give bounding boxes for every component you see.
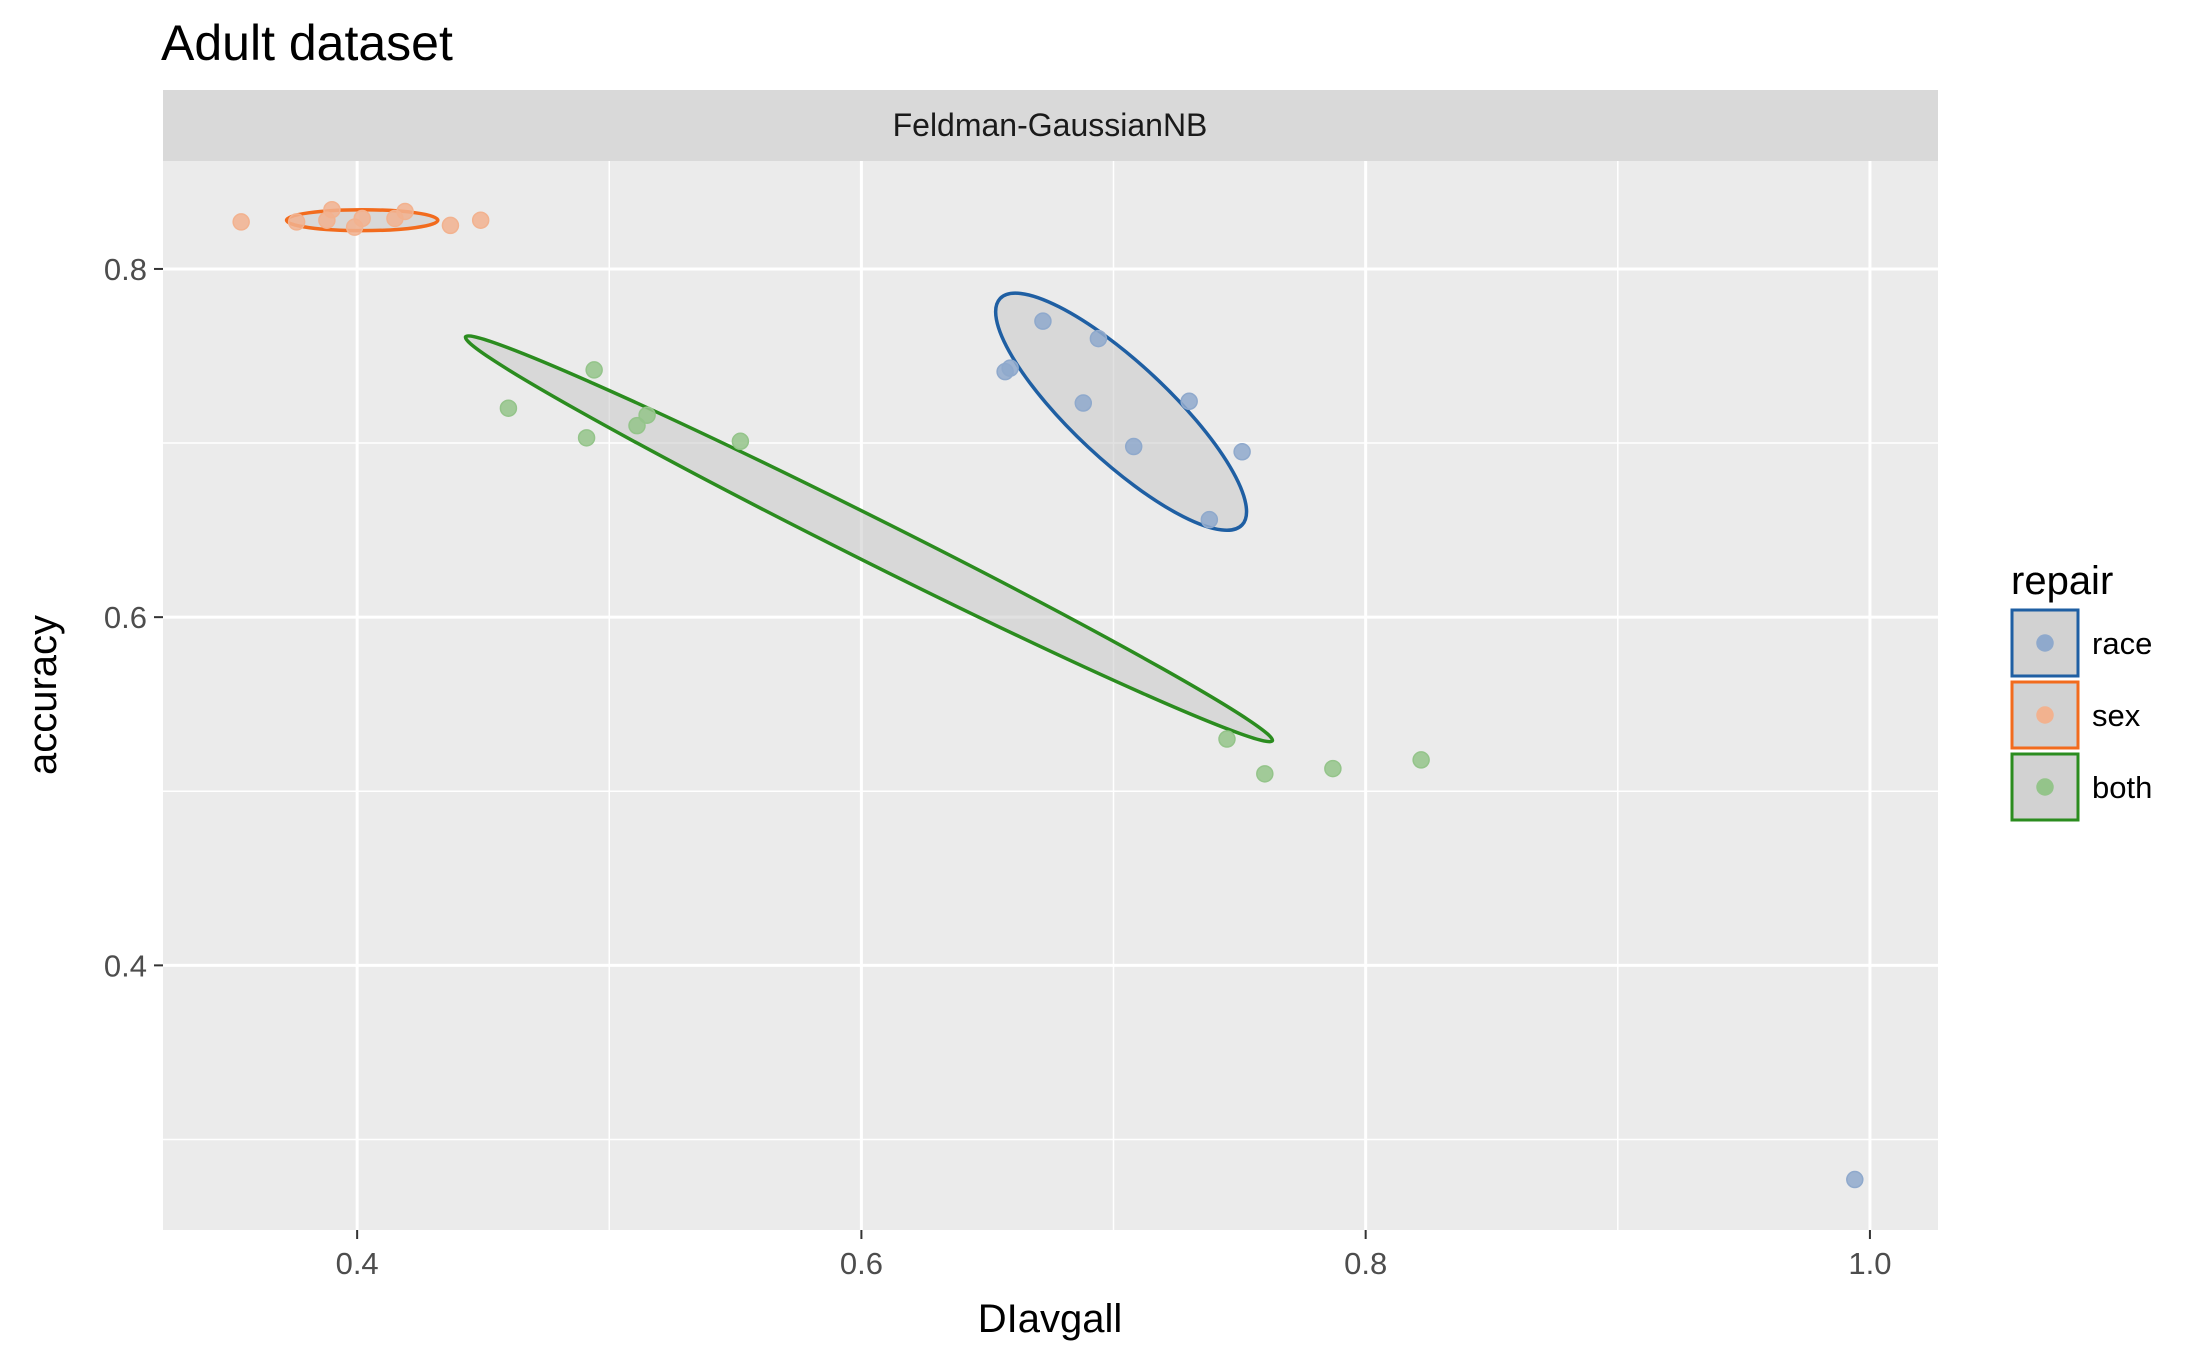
point-both: [731, 432, 750, 451]
point-race: [1074, 394, 1093, 412]
y-tick-label: 0.8: [104, 252, 147, 287]
point-sex: [232, 213, 250, 231]
point-both: [499, 399, 518, 417]
point-sex: [471, 211, 490, 229]
facet-label: Feldman-GaussianNB: [893, 107, 1208, 143]
legend-label-sex: sex: [2092, 698, 2141, 733]
point-sex: [287, 213, 306, 231]
legend: race sex both: [2010, 608, 2152, 822]
point-race: [1001, 359, 1019, 377]
chart-title: Adult dataset: [161, 15, 453, 71]
ellipse-race: [993, 291, 1249, 533]
legend-key-both: [2010, 752, 2080, 822]
legend-point-both: [2036, 778, 2054, 796]
legend-point-sex: [2036, 706, 2054, 724]
point-race: [1200, 510, 1219, 529]
point-both: [1324, 759, 1342, 778]
point-both: [577, 429, 596, 447]
ellipse-both: [463, 334, 1275, 744]
point-both: [1412, 751, 1430, 769]
y-tick-label: 0.4: [104, 948, 147, 983]
point-race: [1124, 437, 1143, 456]
point-both: [585, 361, 603, 379]
point-both: [628, 416, 646, 435]
point-race: [1846, 1170, 1864, 1189]
point-sex: [353, 209, 371, 228]
y-axis-title: accuracy: [21, 615, 65, 775]
facet-strip: [163, 90, 1938, 161]
data-points: [232, 200, 1864, 1189]
y-tick-label: 0.6: [104, 600, 147, 635]
point-race: [1089, 329, 1108, 348]
legend-point-race: [2036, 634, 2054, 652]
point-both: [1218, 730, 1236, 748]
point-race: [1034, 312, 1052, 330]
point-race: [1233, 443, 1251, 461]
point-both: [638, 406, 656, 424]
x-tick-label: 0.8: [1344, 1246, 1387, 1281]
x-axis-title: DIavgall: [978, 1297, 1123, 1341]
point-sex: [323, 200, 341, 219]
legend-label-race: race: [2092, 626, 2152, 661]
x-tick-label: 1.0: [1848, 1246, 1891, 1281]
axes: 0.4 0.6 0.8 1.0 0.4 0.6 0.8: [104, 252, 1892, 1281]
x-tick-label: 0.4: [336, 1246, 379, 1281]
point-race: [1180, 392, 1198, 411]
point-sex: [441, 216, 460, 235]
legend-title: repair: [2011, 559, 2113, 603]
point-both: [1256, 765, 1274, 783]
legend-label-both: both: [2092, 770, 2152, 805]
point-sex: [396, 202, 414, 221]
x-tick-label: 0.6: [840, 1246, 883, 1281]
